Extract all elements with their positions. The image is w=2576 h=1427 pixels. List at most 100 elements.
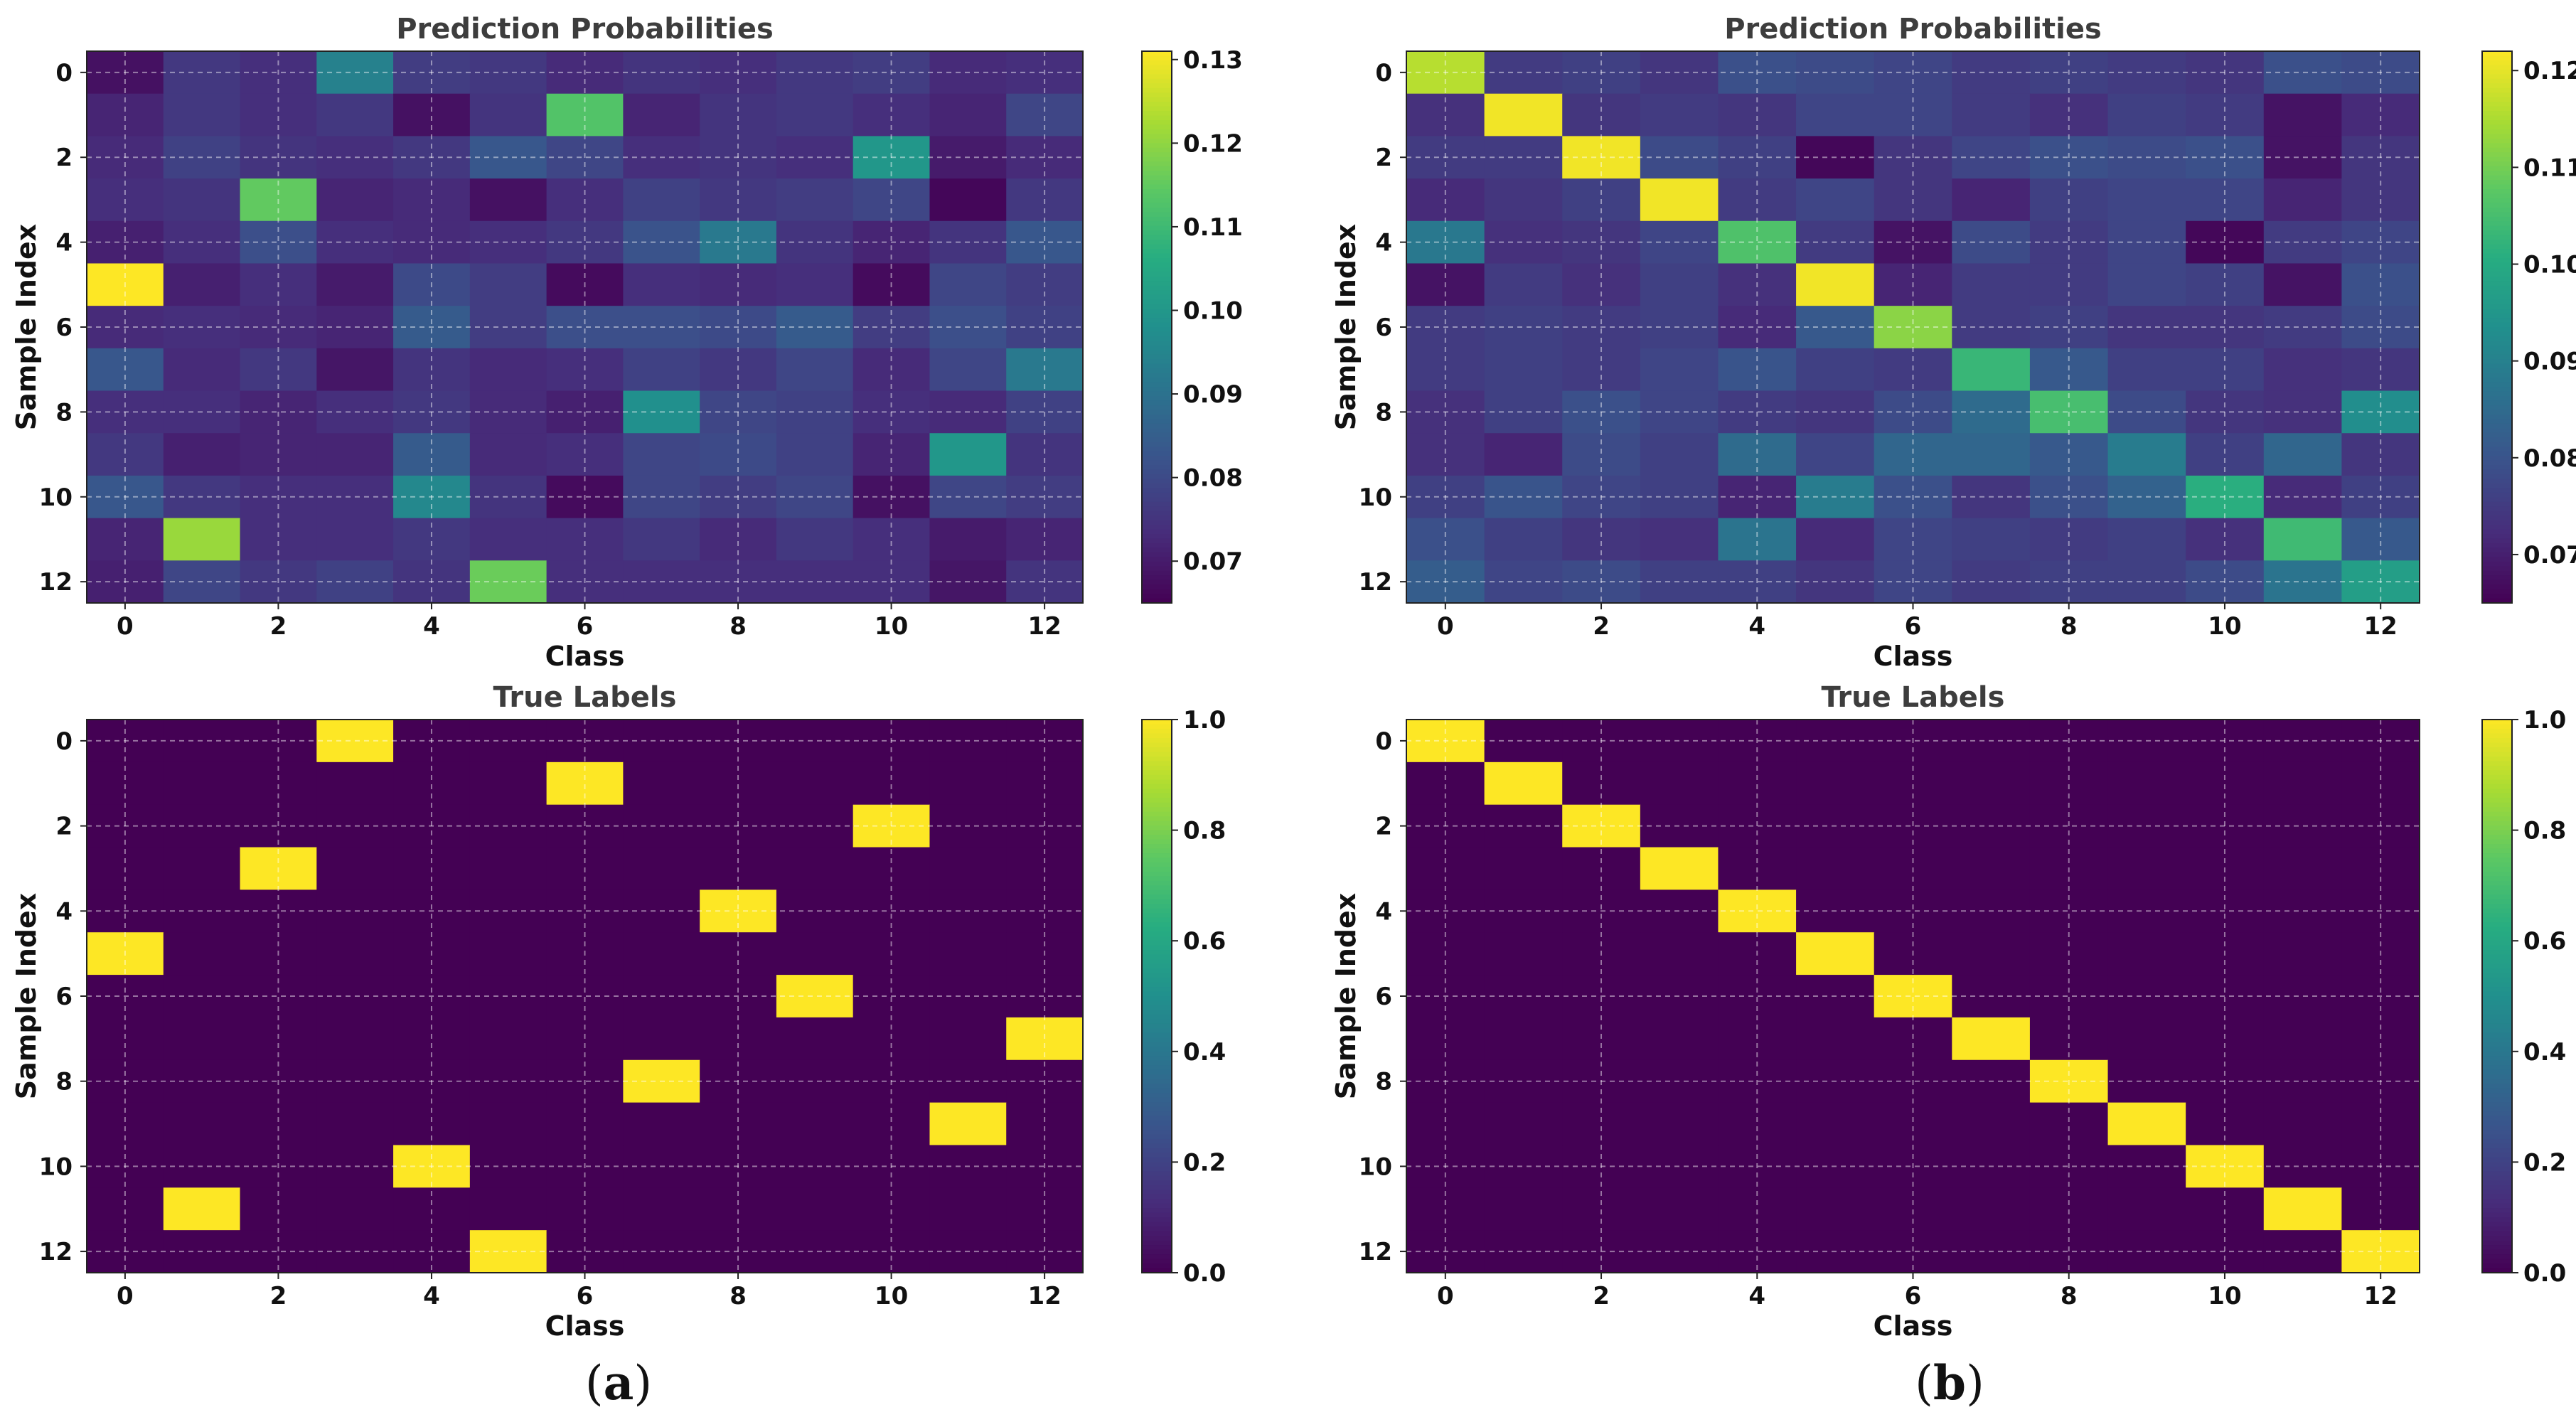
colorbar-segment (1142, 1032, 1172, 1038)
heatmap-cell (929, 178, 1007, 222)
y-tick-label: 2 (55, 813, 73, 841)
colorbar-segment (2482, 262, 2512, 268)
colorbar-segment (2482, 1032, 2512, 1038)
colorbar-segment (1142, 290, 1172, 296)
heatmap-cell (1562, 720, 1641, 763)
colorbar-segment (1142, 304, 1172, 309)
heatmap-cell (469, 1230, 547, 1273)
heatmap-cell (163, 1102, 241, 1146)
heatmap-cell (2186, 932, 2265, 976)
heatmap-cell (853, 220, 931, 264)
colorbar-segment (1142, 368, 1172, 374)
heatmap-cell (240, 93, 317, 137)
colorbar-segment (2482, 908, 2512, 914)
colorbar-segment (1142, 1199, 1172, 1204)
colorbar-segment (1142, 552, 1172, 557)
heatmap-cell (929, 51, 1007, 95)
heatmap-cell (1874, 1059, 1952, 1103)
heatmap-cell (700, 93, 777, 137)
heatmap-cell (929, 761, 1007, 806)
colorbar-segment (2482, 839, 2512, 845)
heatmap-cell (316, 475, 394, 519)
heatmap-cell (240, 220, 317, 264)
colorbar-segment (1142, 1051, 1172, 1057)
heatmap-cell (1406, 518, 1485, 561)
heatmap-cell (776, 804, 854, 848)
heatmap-cell (623, 390, 700, 434)
heatmap-cell (393, 263, 471, 306)
x-tick-label: 8 (729, 1282, 747, 1310)
colorbar-segment (1142, 529, 1172, 535)
colorbar-segment (2482, 557, 2512, 562)
colorbar-segment (1142, 1079, 1172, 1084)
heatmap-cell (929, 560, 1007, 604)
heatmap-cell (1484, 975, 1563, 1018)
colorbar-segment (2482, 1111, 2512, 1117)
heatmap-cell (240, 847, 317, 890)
heatmap-cell (2263, 1017, 2342, 1061)
heatmap-cell (1406, 1059, 1485, 1103)
colorbar-segment (2482, 451, 2512, 456)
colorbar-segment (2482, 1088, 2512, 1094)
colorbar-tick-label: 1.0 (1183, 706, 1226, 734)
colorbar-segment (1142, 87, 1172, 93)
heatmap-cell (1796, 475, 1875, 519)
heatmap-cell (316, 263, 394, 306)
colorbar-segment (1142, 1190, 1172, 1195)
heatmap-cell (87, 475, 164, 519)
heatmap-cell (1874, 804, 1952, 848)
heatmap-cell (1406, 932, 1485, 976)
colorbar-tick-label: 0.11 (2523, 154, 2576, 182)
x-tick-label: 2 (270, 612, 287, 641)
colorbar-segment (2482, 203, 2512, 208)
colorbar-segment (1142, 497, 1172, 503)
colorbar-segment (2482, 285, 2512, 291)
heatmap-cell (1874, 1145, 1952, 1188)
heatmap-cell (1562, 1230, 1641, 1273)
colorbar-segment (2482, 728, 2512, 734)
heatmap-cell (700, 720, 777, 763)
colorbar-segment (1142, 835, 1172, 840)
heatmap-cell (1006, 220, 1084, 264)
heatmap-cell (2107, 433, 2186, 476)
heatmap-cell (1952, 1145, 2031, 1188)
heatmap-cell (546, 1102, 624, 1146)
heatmap-cell (2263, 433, 2342, 476)
heatmap-cell (853, 1145, 931, 1188)
heatmap-cell (2107, 306, 2186, 349)
colorbar-segment (2482, 720, 2512, 725)
colorbar-segment (1142, 978, 1172, 983)
colorbar-segment (2482, 469, 2512, 475)
colorbar-segment (2482, 982, 2512, 988)
colorbar-segment (2482, 968, 2512, 974)
heatmap-cell (1796, 178, 1875, 222)
heatmap-cell (1796, 889, 1875, 933)
colorbar-segment (2482, 193, 2512, 199)
colorbar-segment (2482, 931, 2512, 937)
heatmap-cell (316, 348, 394, 392)
colorbar-segment (2482, 802, 2512, 808)
x-tick-label: 6 (1905, 1282, 1922, 1310)
heatmap-cell (2029, 1102, 2109, 1146)
heatmap-cell (1562, 1145, 1641, 1188)
heatmap-cell (316, 1102, 394, 1146)
heatmap-cell (2186, 178, 2265, 222)
heatmap-cell (1874, 348, 1952, 392)
heatmap-cell (1874, 306, 1952, 349)
heatmap-cell (316, 804, 394, 848)
heatmap-cell (1484, 263, 1563, 306)
colorbar-segment (1142, 1023, 1172, 1029)
heatmap-cell (1718, 804, 1797, 848)
colorbar-frame (2481, 719, 2513, 1273)
colorbar-segment (1142, 1121, 1172, 1126)
heatmap-cell (2263, 1059, 2342, 1103)
heatmap-cell (2263, 847, 2342, 890)
heatmap-cell (853, 1059, 931, 1103)
heatmap-cell (1562, 1102, 1641, 1146)
colorbar-segment (1142, 1028, 1172, 1034)
heatmap-cell (393, 136, 471, 179)
heatmap-cell (240, 433, 317, 476)
heatmap-cell (1006, 51, 1084, 95)
heatmap-cell (2186, 136, 2265, 179)
